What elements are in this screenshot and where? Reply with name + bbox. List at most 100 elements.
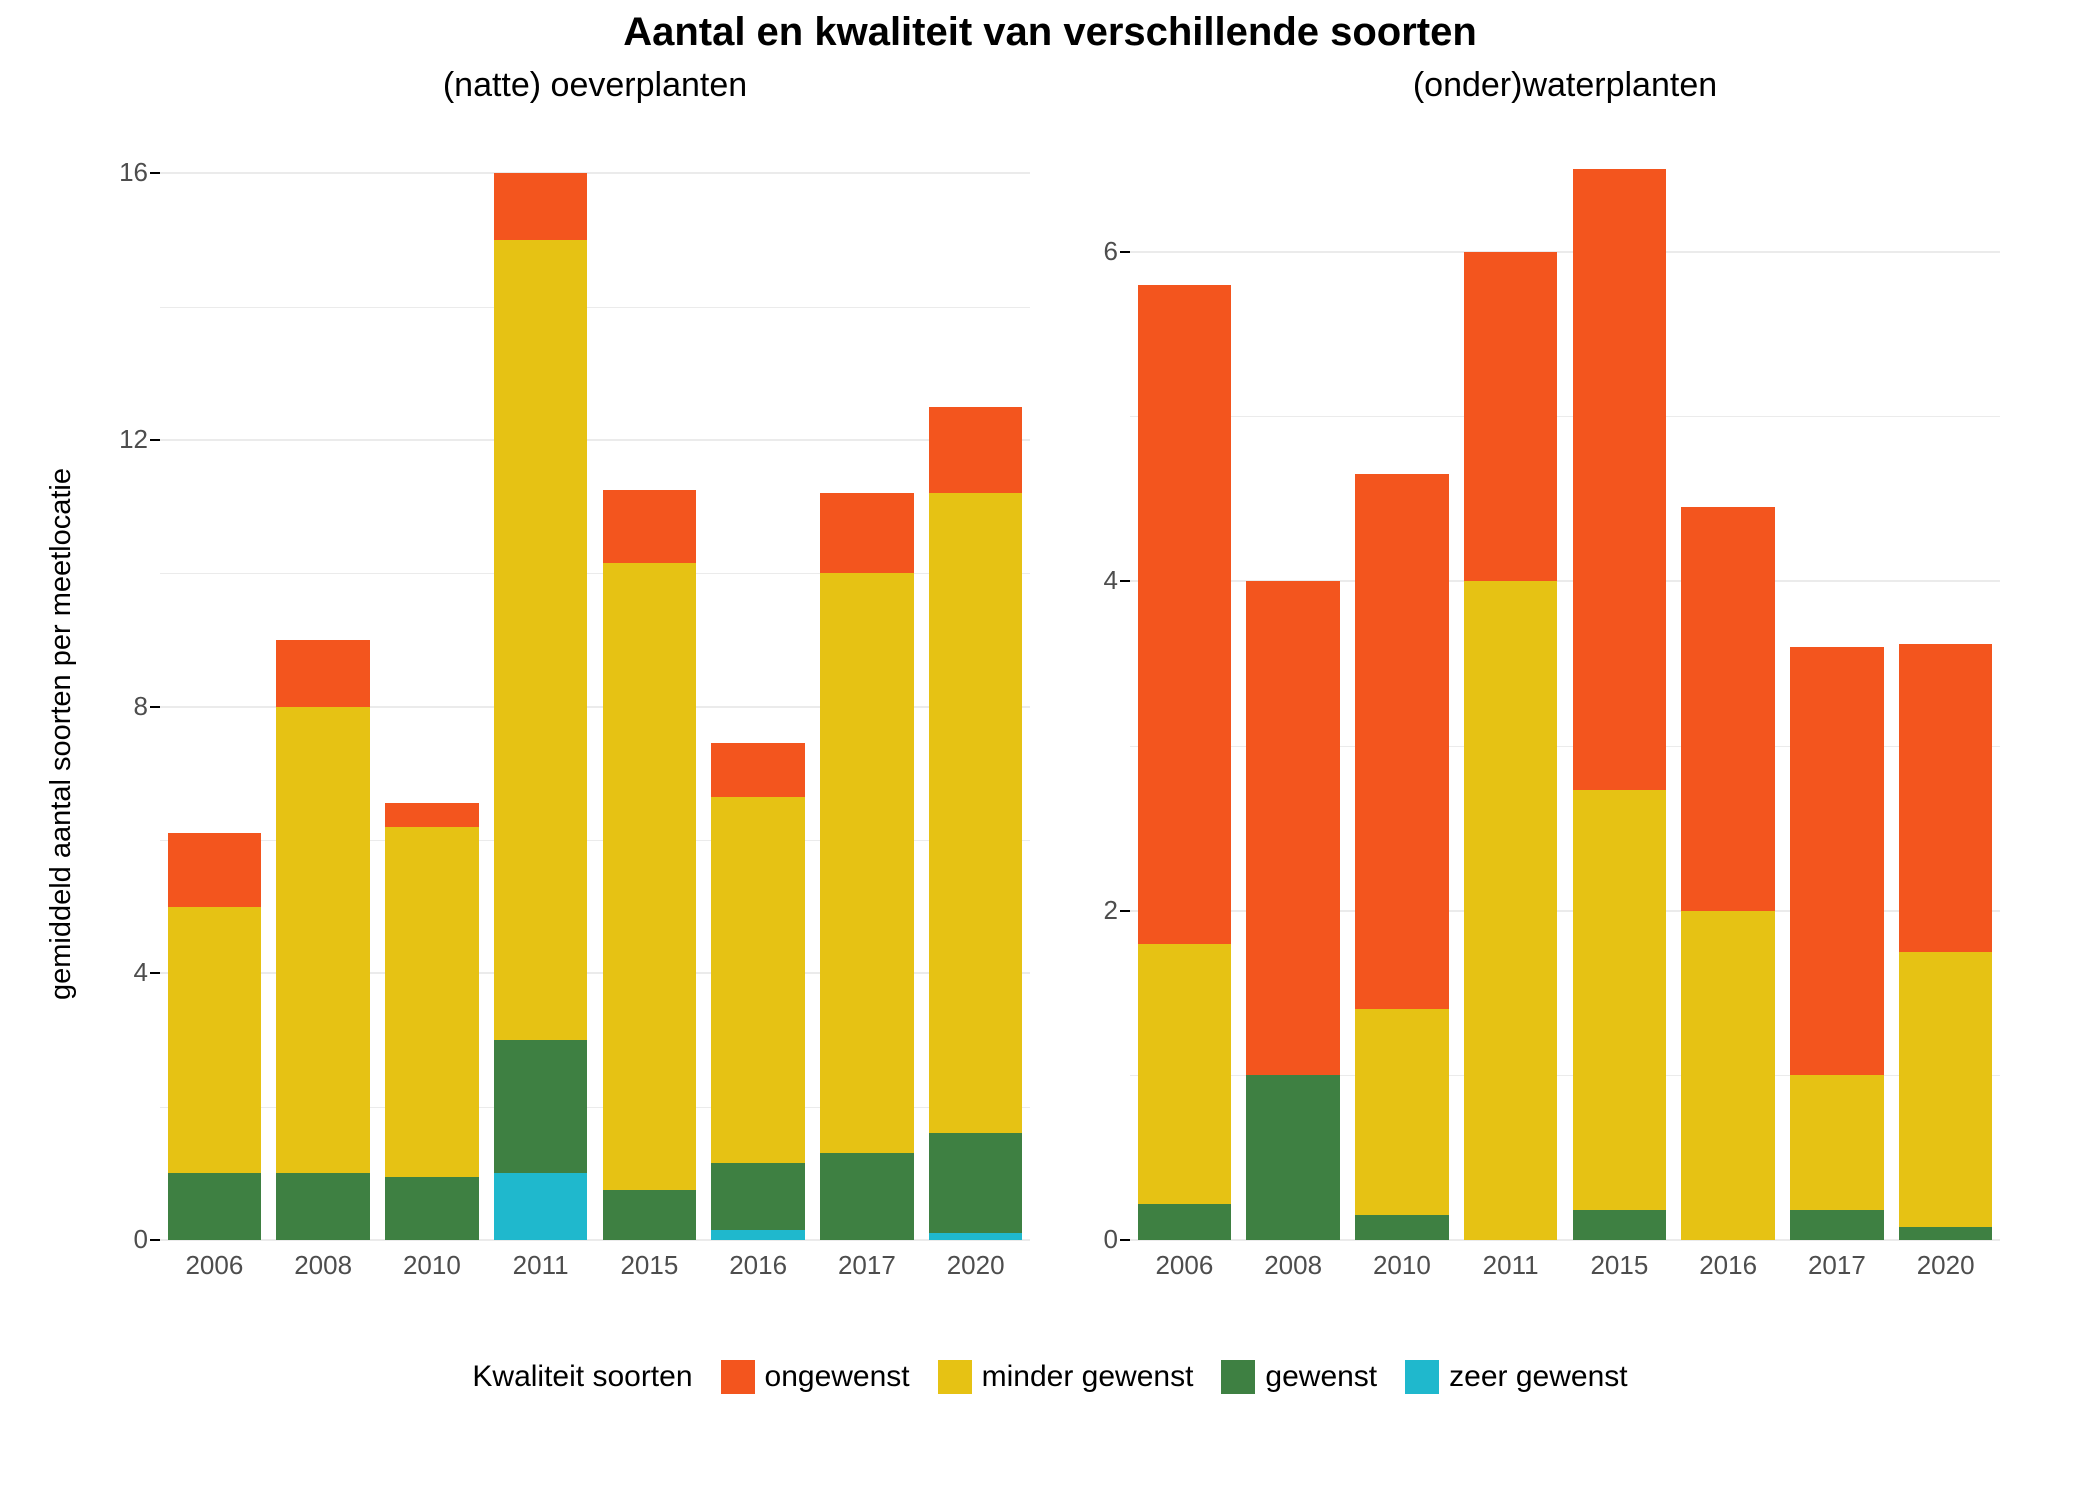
bar-2008 (1246, 120, 1340, 1240)
bar-segment-ongewenst (168, 833, 262, 906)
bar-segment-minder_gewenst (1573, 790, 1667, 1210)
y-tick-label: 0 (88, 1224, 148, 1255)
bar-2011 (1464, 120, 1558, 1240)
x-tick-label: 2020 (1891, 1250, 2000, 1281)
bar-segment-zeer_gewenst (711, 1230, 805, 1240)
legend-item-zeer_gewenst: zeer gewenst (1405, 1360, 1627, 1394)
bar-segment-gewenst (1246, 1075, 1340, 1240)
bar-segment-gewenst (494, 1040, 588, 1173)
bar-segment-minder_gewenst (1464, 581, 1558, 1240)
bar-segment-minder_gewenst (276, 707, 370, 1174)
legend-title: Kwaliteit soorten (472, 1360, 692, 1394)
legend-swatch-ongewenst (721, 1360, 755, 1394)
bar-segment-ongewenst (494, 173, 588, 240)
legend-label: zeer gewenst (1449, 1360, 1627, 1394)
bar-segment-minder_gewenst (1355, 1009, 1449, 1215)
bar-segment-gewenst (1573, 1210, 1667, 1240)
legend-swatch-gewenst (1221, 1360, 1255, 1394)
y-tick-mark (1120, 1239, 1130, 1241)
bar-segment-minder_gewenst (1790, 1075, 1884, 1210)
chart-panel-left (160, 120, 1030, 1240)
bar-segment-ongewenst (820, 493, 914, 573)
bar-segment-gewenst (1138, 1204, 1232, 1240)
bar-segment-gewenst (1899, 1227, 1993, 1240)
bar-2015 (1573, 120, 1667, 1240)
bar-segment-minder_gewenst (1899, 952, 1993, 1227)
bar-segment-minder_gewenst (711, 797, 805, 1164)
x-tick-label: 2010 (378, 1250, 487, 1281)
bar-2006 (168, 120, 262, 1240)
bar-2008 (276, 120, 370, 1240)
bar-2010 (385, 120, 479, 1240)
legend-label: minder gewenst (982, 1360, 1194, 1394)
y-tick-label: 4 (1058, 565, 1118, 596)
bar-2016 (1681, 120, 1775, 1240)
x-tick-label: 2016 (1674, 1250, 1783, 1281)
bar-segment-ongewenst (1355, 474, 1449, 1009)
panel-title-right: (onder)waterplanten (1130, 66, 2000, 105)
x-tick-label: 2006 (1130, 1250, 1239, 1281)
x-tick-label: 2011 (486, 1250, 595, 1281)
bar-segment-gewenst (1355, 1215, 1449, 1240)
x-tick-label: 2008 (1239, 1250, 1348, 1281)
bar-segment-ongewenst (1138, 285, 1232, 944)
bar-segment-zeer_gewenst (929, 1233, 1023, 1240)
bar-2017 (1790, 120, 1884, 1240)
bar-segment-gewenst (820, 1153, 914, 1240)
bar-segment-minder_gewenst (929, 493, 1023, 1133)
y-tick-label: 4 (88, 957, 148, 988)
x-tick-label: 2011 (1456, 1250, 1565, 1281)
bar-segment-ongewenst (1573, 169, 1667, 790)
x-tick-label: 2017 (813, 1250, 922, 1281)
bar-segment-gewenst (603, 1190, 697, 1240)
bar-segment-gewenst (276, 1173, 370, 1240)
bar-segment-gewenst (385, 1177, 479, 1240)
bar-segment-minder_gewenst (385, 827, 479, 1177)
y-tick-mark (150, 1239, 160, 1241)
bar-2006 (1138, 120, 1232, 1240)
y-tick-label: 8 (88, 691, 148, 722)
bar-segment-gewenst (929, 1133, 1023, 1233)
bar-segment-zeer_gewenst (494, 1173, 588, 1240)
x-tick-label: 2006 (160, 1250, 269, 1281)
bar-segment-ongewenst (1681, 507, 1775, 911)
bar-2011 (494, 120, 588, 1240)
bar-segment-gewenst (168, 1173, 262, 1240)
legend-swatch-zeer_gewenst (1405, 1360, 1439, 1394)
y-tick-mark (150, 172, 160, 174)
bar-segment-minder_gewenst (1138, 944, 1232, 1204)
legend-label: gewenst (1265, 1360, 1377, 1394)
x-tick-label: 2008 (269, 1250, 378, 1281)
bar-segment-ongewenst (1790, 647, 1884, 1075)
y-tick-label: 12 (88, 424, 148, 455)
bar-segment-gewenst (711, 1163, 805, 1230)
y-tick-label: 0 (1058, 1224, 1118, 1255)
bar-segment-ongewenst (385, 803, 479, 826)
x-tick-label: 2010 (1348, 1250, 1457, 1281)
bar-segment-ongewenst (276, 640, 370, 707)
y-tick-mark (1120, 580, 1130, 582)
x-tick-label: 2015 (595, 1250, 704, 1281)
bar-segment-minder_gewenst (168, 907, 262, 1174)
bar-2010 (1355, 120, 1449, 1240)
y-tick-label: 2 (1058, 895, 1118, 926)
y-axis-title: gemiddeld aantal soorten per meetlocatie (45, 468, 78, 1000)
legend: Kwaliteit soorten ongewenst minder gewens… (0, 1360, 2100, 1394)
bar-segment-ongewenst (1246, 581, 1340, 1075)
bar-segment-ongewenst (1899, 644, 1993, 952)
legend-item-gewenst: gewenst (1221, 1360, 1377, 1394)
bar-segment-ongewenst (1464, 252, 1558, 581)
y-tick-label: 6 (1058, 236, 1118, 267)
legend-item-minder_gewenst: minder gewenst (938, 1360, 1194, 1394)
bar-2020 (1899, 120, 1993, 1240)
y-tick-mark (1120, 910, 1130, 912)
bar-2020 (929, 120, 1023, 1240)
legend-swatch-minder_gewenst (938, 1360, 972, 1394)
bar-segment-gewenst (1790, 1210, 1884, 1240)
bar-segment-minder_gewenst (1681, 911, 1775, 1240)
bar-segment-minder_gewenst (603, 563, 697, 1190)
legend-item-ongewenst: ongewenst (721, 1360, 910, 1394)
bar-2016 (711, 120, 805, 1240)
y-tick-mark (150, 706, 160, 708)
bar-segment-minder_gewenst (820, 573, 914, 1153)
